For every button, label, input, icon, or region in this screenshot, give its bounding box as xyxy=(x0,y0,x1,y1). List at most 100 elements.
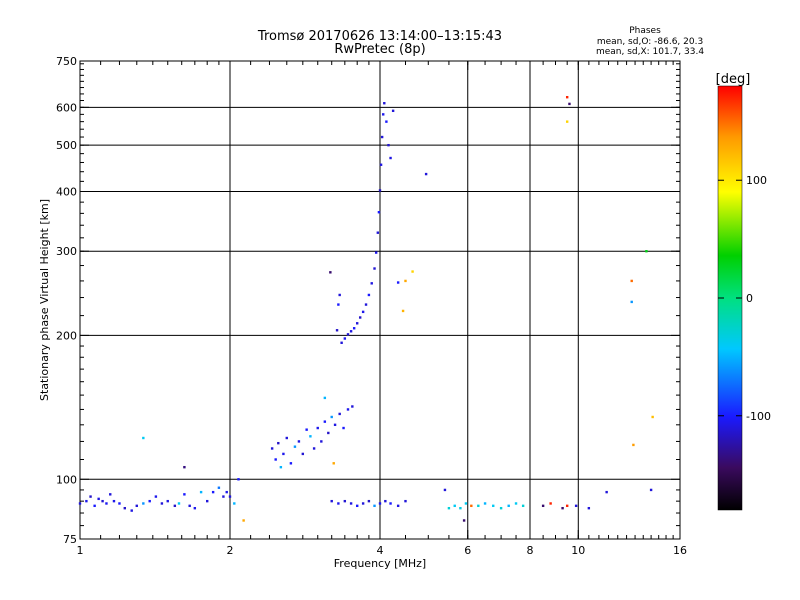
data-point xyxy=(364,303,368,306)
data-point xyxy=(391,109,395,113)
data-point xyxy=(447,506,451,510)
data-point xyxy=(385,120,388,123)
data-point xyxy=(123,506,126,510)
data-point xyxy=(483,502,487,505)
data-point xyxy=(135,504,138,508)
data-point xyxy=(561,506,564,510)
stats-title: Phases xyxy=(629,26,661,36)
data-point xyxy=(285,436,288,440)
data-point xyxy=(327,431,330,435)
data-point xyxy=(382,113,385,116)
colorbar-tick-label: 0 xyxy=(746,292,753,305)
data-point xyxy=(361,502,365,505)
x-axis-ticks: 1 2 4 6 8 10 16 xyxy=(77,61,687,557)
data-point xyxy=(411,270,414,273)
data-point xyxy=(649,488,653,492)
data-point xyxy=(225,490,228,494)
data-point xyxy=(370,282,373,285)
data-point xyxy=(142,436,145,440)
data-point xyxy=(387,143,390,147)
data-point xyxy=(605,490,608,494)
data-point xyxy=(337,502,340,505)
data-point xyxy=(462,519,466,522)
data-point xyxy=(142,502,145,505)
data-point xyxy=(154,495,158,498)
data-point xyxy=(173,504,177,508)
data-point xyxy=(355,322,359,325)
data-point xyxy=(333,423,337,427)
data-point xyxy=(277,441,280,445)
data-point xyxy=(89,495,92,498)
data-point xyxy=(228,495,232,498)
stats-line-o: mean, sd,O: -86.6, 20.3 xyxy=(597,37,703,47)
data-point xyxy=(470,504,473,508)
y-tick-label: 500 xyxy=(56,139,77,152)
chart-title: Tromsø 20170626 13:14:00–13:15:43 xyxy=(257,29,502,44)
data-point xyxy=(380,135,384,139)
y-tick-label: 400 xyxy=(56,185,77,198)
colorbar-label: [deg] xyxy=(716,72,751,87)
data-point xyxy=(337,303,340,306)
data-point xyxy=(188,504,191,508)
grid-lines xyxy=(80,61,680,539)
data-point xyxy=(367,293,371,297)
data-point xyxy=(346,408,350,411)
y-tick-label: 200 xyxy=(56,329,77,342)
data-point xyxy=(211,490,215,494)
data-point xyxy=(401,309,405,313)
x-tick-label: 16 xyxy=(673,544,687,557)
data-point xyxy=(389,502,392,505)
data-point xyxy=(424,172,428,176)
data-point xyxy=(376,231,380,234)
data-points xyxy=(78,95,654,522)
data-point xyxy=(342,426,345,430)
data-point xyxy=(521,504,525,508)
data-point xyxy=(574,504,578,508)
x-tick-label: 10 xyxy=(571,544,585,557)
data-point xyxy=(453,504,456,508)
data-point xyxy=(630,279,633,283)
stats-line-x: mean, sd,X: 101.7, 33.4 xyxy=(596,47,704,57)
data-point xyxy=(338,412,341,416)
y-axis-ticks: 75 100 200 300 400 500 600 750 xyxy=(56,55,680,546)
x-tick-label: 1 xyxy=(77,544,84,557)
x-tick-label: 6 xyxy=(464,544,471,557)
data-point xyxy=(85,499,88,503)
data-point xyxy=(549,502,552,505)
y-tick-label: 300 xyxy=(56,245,77,258)
plot-area: 1 2 4 6 8 10 16 75 100 200 300 400 500 600 750 xyxy=(56,55,687,557)
data-point xyxy=(514,502,518,505)
data-point xyxy=(233,502,236,505)
data-point xyxy=(367,499,371,503)
data-point xyxy=(297,440,301,443)
y-tick-label: 750 xyxy=(56,55,77,68)
data-point xyxy=(383,102,386,105)
data-point xyxy=(323,396,327,400)
data-point xyxy=(587,506,591,510)
data-point xyxy=(443,488,447,492)
data-point xyxy=(105,502,108,505)
data-point xyxy=(330,415,333,419)
data-point xyxy=(404,279,407,283)
data-point xyxy=(199,490,203,494)
data-point xyxy=(293,445,297,448)
data-point xyxy=(507,504,510,508)
data-point xyxy=(378,189,382,192)
data-point xyxy=(109,493,112,496)
data-point xyxy=(645,250,648,253)
data-point xyxy=(565,504,569,508)
data-point xyxy=(323,420,327,423)
data-point xyxy=(351,405,354,408)
data-point xyxy=(389,156,392,160)
data-point xyxy=(193,506,197,510)
data-point xyxy=(565,95,569,99)
chart-subtitle: RwPretec (8p) xyxy=(334,42,425,57)
data-point xyxy=(541,504,545,508)
data-point xyxy=(330,499,333,503)
data-point xyxy=(101,499,104,503)
data-point xyxy=(274,458,277,461)
data-point xyxy=(632,443,635,447)
data-point xyxy=(349,330,353,333)
data-point xyxy=(305,428,308,431)
